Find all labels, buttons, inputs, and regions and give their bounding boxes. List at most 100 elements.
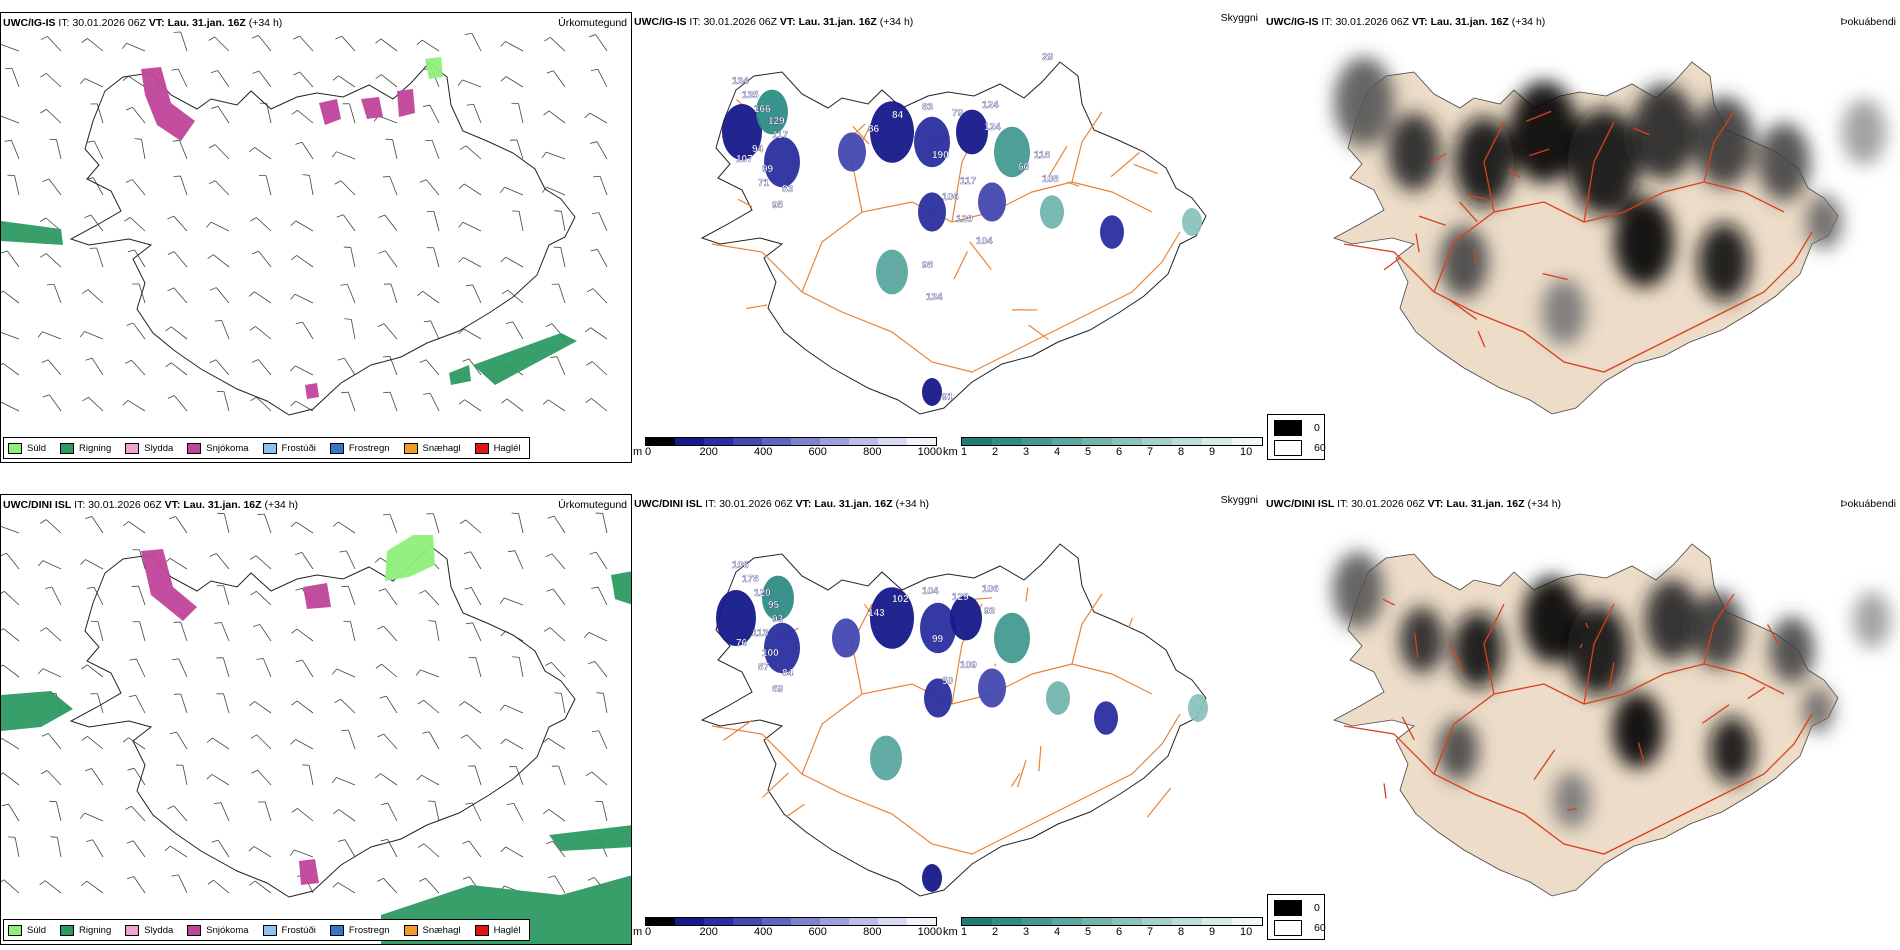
wind-barb [57, 837, 62, 858]
station-value: 102 [892, 594, 909, 605]
wind-barb-flag [554, 692, 562, 694]
wind-barb [85, 559, 104, 570]
wind-barb [132, 107, 146, 124]
wind-barb-flag [458, 221, 464, 228]
colorbar-segment [962, 918, 992, 925]
wind-barb [297, 110, 314, 124]
wind-barb-flag [377, 877, 384, 882]
station-value: 99 [762, 164, 774, 175]
wind-barb-flag [125, 107, 133, 111]
cloud-base-area [924, 678, 952, 718]
wind-barb-flag [1, 362, 4, 366]
wind-barb [302, 659, 314, 678]
legend-item-4: Frostúði [262, 442, 316, 454]
wind-barb [504, 597, 524, 606]
precip-area [1, 221, 63, 245]
road-line [1414, 632, 1419, 659]
precip-area [319, 99, 341, 125]
wind-barb-flag [209, 359, 217, 364]
legend-swatch [403, 924, 418, 936]
ceiling-colorbar-swatches [645, 917, 937, 926]
wind-barb [346, 550, 356, 570]
wind-barb [383, 625, 398, 642]
station-value: 29 [1042, 52, 1054, 63]
wind-barb-flag [290, 400, 296, 407]
wind-barb [87, 736, 104, 750]
wind-barb-flag [81, 289, 89, 294]
panel-title: Skyggni [1220, 12, 1258, 24]
wind-barb [254, 147, 272, 160]
wind-barb-flag [167, 287, 175, 292]
station-value: 95 [768, 600, 780, 611]
wind-barb [1, 332, 20, 340]
colorbar-tick: 10 [1240, 446, 1253, 458]
wind-barb-flag [250, 734, 258, 739]
colorbar-segment [762, 438, 791, 445]
colorbar-segment [675, 438, 704, 445]
wind-barb-flag [382, 513, 391, 516]
station-values: 1061781209593113761008784691431021041291… [732, 560, 999, 695]
iceland-coastline [69, 544, 576, 898]
precip-area [303, 583, 331, 609]
run-header: UWC/DINI ISL IT: 30.01.2026 06Z VT: Lau.… [634, 498, 930, 510]
fog-panel-top: UWC/IG-IS IT: 30.01.2026 06Z VT: Lau. 31… [1264, 12, 1900, 463]
fog-area [1334, 57, 1394, 147]
wind-barb [134, 249, 146, 268]
colorbar-segment [733, 918, 762, 925]
wind-barb [381, 663, 398, 678]
wind-barb-flag [171, 658, 179, 661]
wind-barb [299, 35, 314, 52]
wind-barb-flag [167, 805, 175, 810]
wind-barb-flag [295, 321, 303, 325]
ceiling-colorbar-swatches [645, 437, 937, 446]
wind-barb-flag [134, 138, 142, 140]
ceiling-unit: m [633, 926, 643, 938]
station-value: 106 [942, 192, 959, 203]
wind-barb [256, 396, 272, 412]
wind-barb [380, 38, 398, 52]
wind-barb-flag [338, 839, 346, 842]
station-value: 91 [942, 392, 954, 403]
road-network [1343, 110, 1813, 373]
station-value: 83 [782, 184, 794, 195]
wind-barb [96, 247, 104, 268]
wind-barb-flag [251, 359, 259, 363]
road-line [993, 663, 997, 667]
precip-type-map-bottom [1, 512, 631, 944]
wind-barb [462, 221, 482, 232]
colorbar-tick: 7 [1147, 926, 1154, 938]
wind-barb-flag [40, 770, 48, 775]
wind-barb-flag [465, 622, 473, 625]
cloud-base-area [762, 575, 794, 621]
legend-label: Snæhagl [422, 924, 461, 936]
wind-barb-flag [544, 662, 552, 666]
wind-barb-flag [382, 175, 390, 178]
wind-barb [128, 75, 146, 88]
wind-barb-flag [291, 700, 298, 706]
road-line [1533, 749, 1556, 781]
wind-barb-flag [80, 78, 86, 85]
wind-barb [433, 247, 440, 268]
wind-barb [466, 734, 482, 750]
wind-barb [468, 358, 482, 376]
legend-label: Rigning [79, 924, 112, 936]
fog-area [1437, 719, 1479, 781]
cloud-base-area [876, 249, 908, 295]
legend-item-1: Rigning [60, 442, 111, 454]
wind-barb [1, 738, 20, 750]
precip-type-panel-top: UWC/IG-IS IT: 30.01.2026 06Z VT: Lau. 31… [0, 12, 632, 463]
wind-barb [383, 878, 398, 894]
wind-barb-flag [302, 174, 310, 176]
fog-swatch-60 [1274, 920, 1302, 936]
wind-barb-flag [208, 36, 215, 41]
wind-barb [92, 839, 104, 858]
wind-barb [554, 875, 566, 894]
road-line [852, 126, 870, 145]
wind-barb [296, 521, 314, 534]
wind-barb-flag [290, 521, 297, 527]
wind-barb-flag [340, 284, 348, 286]
colorbar-segment [791, 438, 820, 445]
colorbar-segment [1202, 918, 1232, 925]
colorbar-segment [1022, 918, 1052, 925]
cloud-base-area [722, 104, 762, 160]
